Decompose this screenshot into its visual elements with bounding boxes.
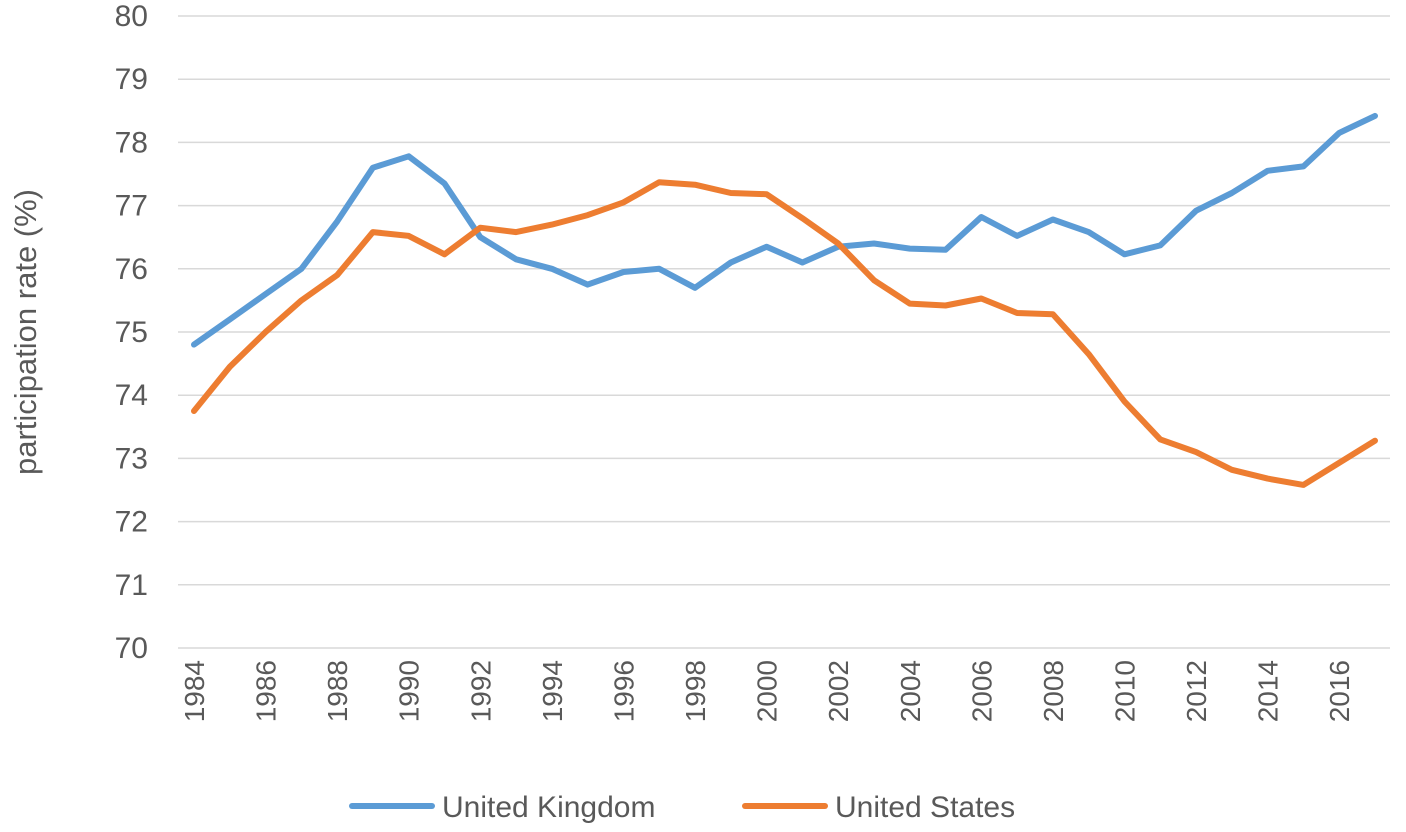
legend-label: United States bbox=[835, 791, 1015, 824]
x-tick-label: 2012 bbox=[1181, 660, 1212, 722]
y-tick-label: 71 bbox=[115, 569, 148, 602]
x-tick-label: 2010 bbox=[1109, 660, 1140, 722]
y-tick-label: 79 bbox=[115, 63, 148, 96]
y-axis-ticks: 70 71 72 73 74 75 76 77 78 79 80 bbox=[115, 0, 148, 665]
y-tick-label: 78 bbox=[115, 126, 148, 159]
x-axis-ticks: 1984 1986 1988 1990 1992 1994 1996 1998 2000 2002… bbox=[179, 660, 1355, 722]
x-tick-label: 1988 bbox=[322, 660, 353, 722]
y-tick-label: 74 bbox=[115, 379, 148, 412]
y-tick-label: 75 bbox=[115, 316, 148, 349]
x-tick-label: 1990 bbox=[394, 660, 425, 722]
x-tick-label: 2000 bbox=[752, 660, 783, 722]
y-tick-label: 72 bbox=[115, 506, 148, 539]
y-tick-label: 80 bbox=[115, 0, 148, 33]
y-tick-label: 73 bbox=[115, 442, 148, 475]
y-tick-label: 70 bbox=[115, 632, 148, 665]
x-tick-label: 1996 bbox=[608, 660, 639, 722]
series-lines bbox=[191, 112, 1378, 488]
x-tick-label: 1984 bbox=[179, 660, 210, 722]
series-line-united-states bbox=[191, 179, 1378, 488]
y-tick-label: 77 bbox=[115, 190, 148, 223]
gridlines bbox=[178, 15, 1390, 649]
x-tick-label: 2008 bbox=[1038, 660, 1069, 722]
x-tick-label: 2004 bbox=[895, 660, 926, 722]
y-axis-title: participation rate (%) bbox=[8, 189, 43, 475]
x-tick-label: 1998 bbox=[680, 660, 711, 722]
x-tick-label: 1992 bbox=[465, 660, 496, 722]
x-tick-label: 1994 bbox=[537, 660, 568, 722]
series-line-united-kingdom bbox=[191, 112, 1378, 348]
x-tick-label: 2014 bbox=[1253, 660, 1284, 722]
x-tick-label: 2016 bbox=[1324, 660, 1355, 722]
x-tick-label: 2002 bbox=[823, 660, 854, 722]
y-tick-label: 76 bbox=[115, 253, 148, 286]
x-tick-label: 1986 bbox=[251, 660, 282, 722]
legend-label: United Kingdom bbox=[442, 791, 655, 824]
x-tick-label: 2006 bbox=[966, 660, 997, 722]
legend: United Kingdom United States bbox=[349, 791, 1015, 824]
